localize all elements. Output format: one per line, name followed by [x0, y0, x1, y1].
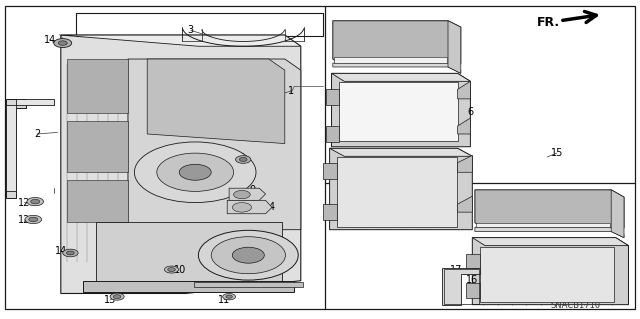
Polygon shape: [466, 283, 480, 298]
Bar: [339, 82, 458, 141]
Text: 9: 9: [250, 185, 256, 195]
Circle shape: [223, 293, 236, 300]
Text: 15: 15: [550, 148, 563, 158]
Polygon shape: [330, 148, 472, 230]
Polygon shape: [332, 73, 470, 147]
Bar: [96, 222, 282, 284]
Circle shape: [67, 251, 74, 255]
Text: 8: 8: [451, 32, 458, 42]
Polygon shape: [442, 268, 480, 305]
Text: 12: 12: [18, 215, 31, 225]
Circle shape: [164, 266, 179, 273]
Circle shape: [58, 41, 67, 45]
Polygon shape: [330, 148, 472, 156]
Text: 14: 14: [44, 35, 56, 45]
Polygon shape: [458, 155, 472, 172]
Text: 6: 6: [467, 107, 474, 117]
Circle shape: [31, 199, 40, 204]
Polygon shape: [458, 196, 472, 212]
Text: 2: 2: [34, 129, 40, 139]
Polygon shape: [83, 281, 294, 292]
Polygon shape: [6, 99, 26, 198]
Circle shape: [234, 190, 250, 199]
Circle shape: [29, 217, 38, 222]
Text: SNACB1710: SNACB1710: [551, 301, 601, 310]
Polygon shape: [611, 190, 624, 238]
Polygon shape: [472, 238, 628, 246]
Polygon shape: [128, 59, 301, 230]
Polygon shape: [472, 238, 628, 305]
Bar: [444, 269, 479, 304]
Polygon shape: [333, 63, 461, 73]
Polygon shape: [458, 81, 470, 99]
Text: 12: 12: [18, 197, 31, 208]
Text: FR.: FR.: [537, 16, 560, 29]
Text: 13: 13: [104, 295, 116, 305]
Text: 17: 17: [449, 264, 462, 275]
Polygon shape: [475, 190, 624, 228]
Bar: [480, 247, 614, 302]
Polygon shape: [458, 118, 470, 134]
Polygon shape: [323, 163, 337, 179]
Circle shape: [110, 293, 124, 300]
Text: 14: 14: [234, 153, 246, 163]
Polygon shape: [466, 254, 480, 268]
Text: 11: 11: [218, 295, 230, 305]
Bar: [67, 59, 128, 113]
Text: 1: 1: [288, 86, 294, 96]
Polygon shape: [194, 282, 303, 287]
Polygon shape: [333, 21, 461, 64]
Polygon shape: [448, 21, 461, 73]
Polygon shape: [332, 73, 470, 81]
Circle shape: [211, 237, 285, 274]
Circle shape: [113, 295, 121, 299]
Polygon shape: [475, 227, 624, 238]
Polygon shape: [6, 99, 54, 191]
Circle shape: [232, 203, 252, 212]
Polygon shape: [334, 57, 447, 63]
Circle shape: [25, 215, 42, 224]
Text: 4: 4: [269, 202, 275, 212]
Polygon shape: [147, 59, 285, 144]
Polygon shape: [326, 89, 339, 105]
Polygon shape: [227, 200, 272, 214]
Circle shape: [134, 142, 256, 203]
Circle shape: [54, 39, 72, 48]
Circle shape: [239, 158, 247, 161]
Bar: [337, 157, 457, 227]
Circle shape: [226, 295, 232, 298]
Polygon shape: [229, 188, 266, 200]
Polygon shape: [476, 223, 610, 227]
Circle shape: [27, 197, 44, 206]
Polygon shape: [323, 204, 337, 220]
Circle shape: [168, 268, 175, 271]
Polygon shape: [61, 35, 301, 293]
Text: 14: 14: [54, 246, 67, 256]
Text: 10: 10: [174, 264, 187, 275]
Circle shape: [179, 164, 211, 180]
Bar: [67, 180, 128, 222]
Polygon shape: [326, 126, 339, 142]
Text: 3: 3: [188, 25, 194, 35]
Bar: [67, 121, 128, 172]
Circle shape: [198, 230, 298, 280]
Text: 7: 7: [356, 209, 363, 219]
Circle shape: [63, 249, 78, 257]
Polygon shape: [61, 35, 301, 46]
Circle shape: [232, 247, 264, 263]
Circle shape: [157, 153, 234, 191]
Text: 16: 16: [466, 275, 479, 285]
Circle shape: [236, 156, 251, 163]
Text: 5: 5: [221, 237, 227, 248]
